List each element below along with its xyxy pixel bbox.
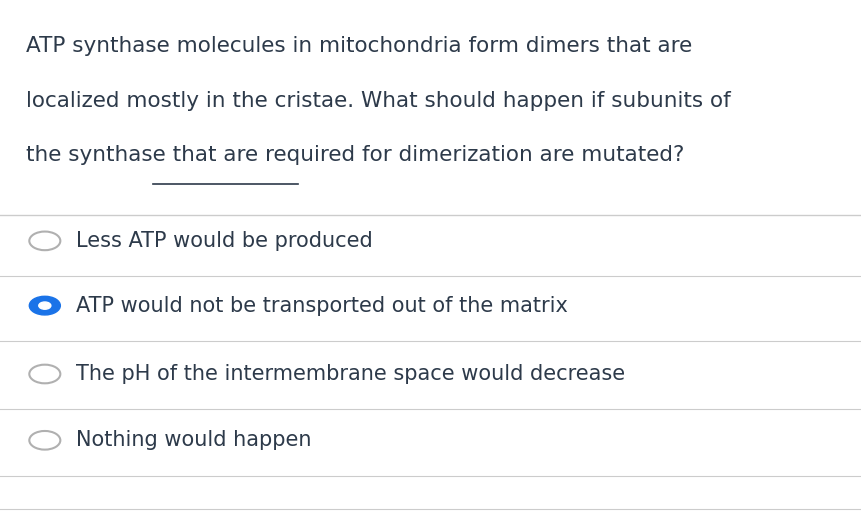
Text: ATP would not be transported out of the matrix: ATP would not be transported out of the … [76,296,567,315]
Text: The pH of the intermembrane space would decrease: The pH of the intermembrane space would … [76,364,624,384]
Circle shape [29,296,60,315]
Text: localized mostly in the cristae. What should happen if subunits of: localized mostly in the cristae. What sh… [26,91,730,111]
Text: ATP synthase molecules in mitochondria form dimers that are: ATP synthase molecules in mitochondria f… [26,36,691,56]
Circle shape [39,302,51,309]
Text: the synthase that are required for dimerization are mutated?: the synthase that are required for dimer… [26,145,684,165]
Text: Less ATP would be produced: Less ATP would be produced [76,231,372,251]
Text: Nothing would happen: Nothing would happen [76,430,311,450]
